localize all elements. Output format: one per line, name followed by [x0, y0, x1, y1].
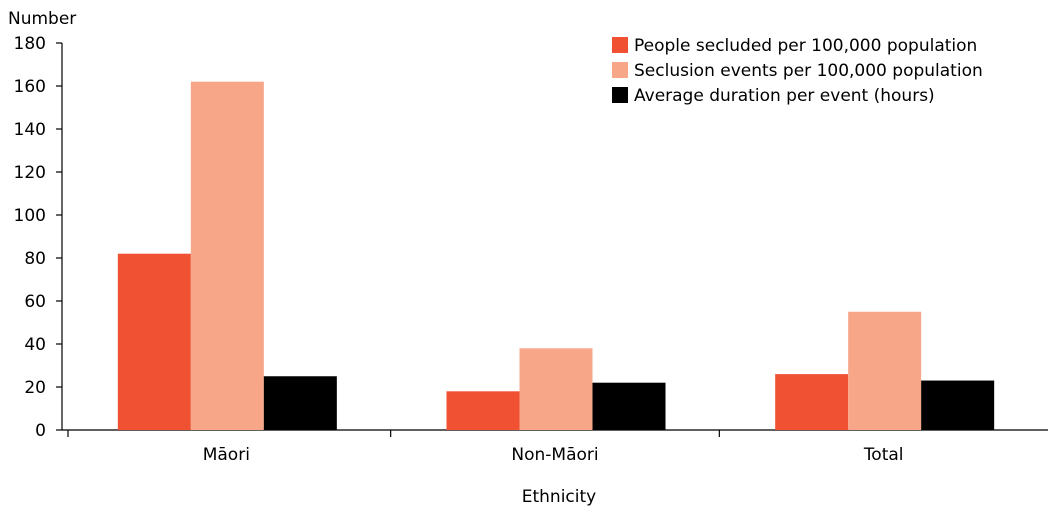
legend: People secluded per 100,000 population Se… [612, 36, 983, 106]
legend-label: Average duration per event (hours) [634, 86, 935, 106]
y-tick-label: 80 [24, 249, 46, 269]
bar [775, 374, 849, 430]
bar [263, 376, 337, 430]
bar [848, 311, 922, 430]
x-axis-title: Ethnicity [522, 487, 596, 507]
y-tick-label: 140 [14, 120, 46, 140]
x-tick-label: Total [863, 445, 904, 465]
legend-swatch [612, 87, 628, 103]
bars [117, 81, 995, 430]
y-tick-label: 60 [24, 292, 46, 312]
legend-label: Seclusion events per 100,000 population [634, 61, 983, 81]
x-tick-label: Non-Māori [511, 445, 598, 465]
bar [921, 380, 995, 430]
y-tick-label: 120 [14, 163, 46, 183]
y-tick-label: 40 [24, 335, 46, 355]
bar [190, 81, 264, 430]
bar [446, 391, 520, 430]
y-tick-label: 180 [14, 34, 46, 54]
y-tick-label: 100 [14, 206, 46, 226]
y-tick-label: 0 [35, 421, 46, 441]
bar [519, 348, 593, 430]
y-tick-label: 20 [24, 378, 46, 398]
x-tick-label: Māori [203, 445, 250, 465]
legend-swatch [612, 62, 628, 78]
bar [592, 382, 666, 430]
y-axis-title: Number [8, 9, 76, 29]
bar [117, 253, 191, 430]
legend-label: People secluded per 100,000 population [634, 36, 977, 56]
legend-swatch [612, 37, 628, 53]
y-axis: 0 20 40 60 80 100 120 140 160 180 [14, 34, 63, 441]
y-tick-label: 160 [14, 77, 46, 97]
x-axis: Māori Non-Māori Total [62, 429, 1048, 465]
